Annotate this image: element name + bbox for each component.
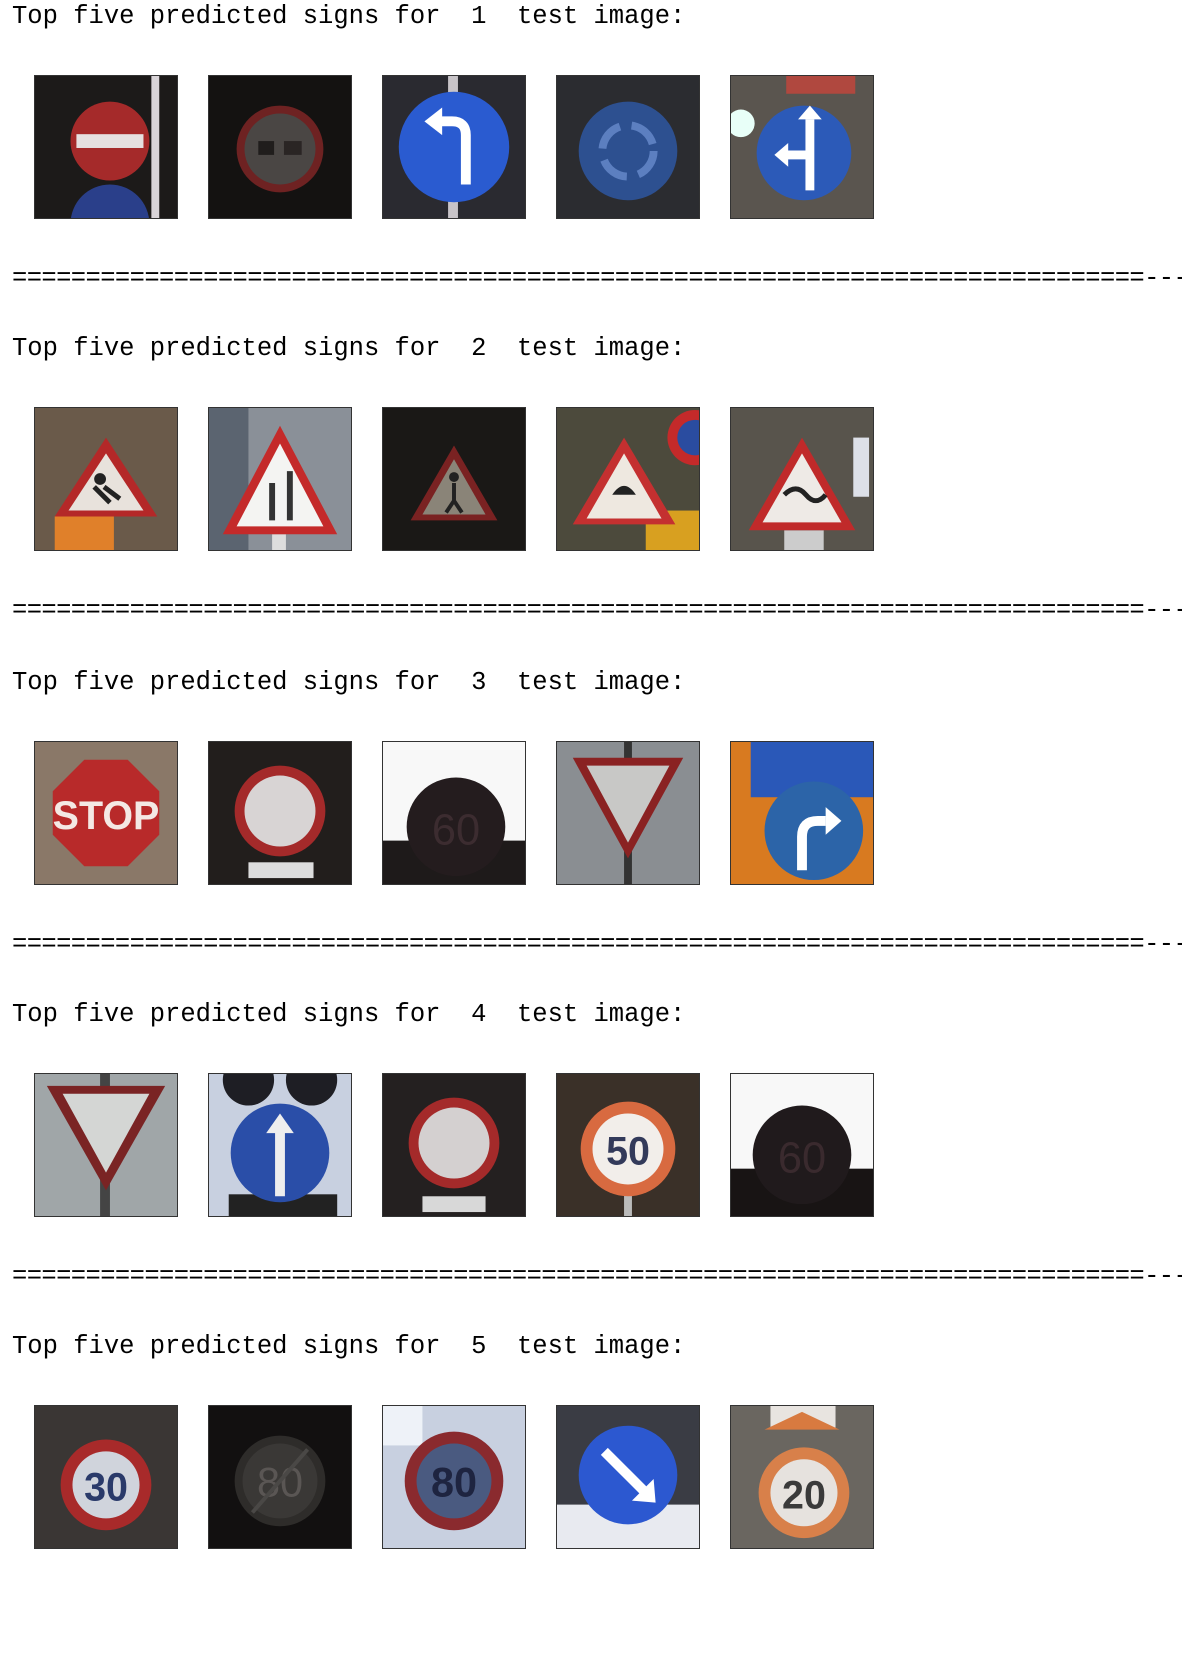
- sign-text: 50: [606, 1130, 650, 1174]
- thumbnail: 60: [382, 741, 526, 885]
- road-narrows-sign-icon: [209, 408, 338, 550]
- thumbnail: [382, 1073, 526, 1217]
- end-of-speed-limit-sign-icon: 80: [234, 1435, 326, 1527]
- speed-limit-sign-icon: 50: [580, 1101, 676, 1216]
- sign-text: 80: [431, 1460, 477, 1506]
- thumbnail: [382, 407, 526, 551]
- separator-line: ========================================…: [12, 1262, 1182, 1291]
- prediction-heading: Top five predicted signs for 3 test imag…: [12, 668, 686, 697]
- thumbnail: 30: [34, 1405, 178, 1549]
- ahead-only-sign-icon: [222, 1074, 338, 1216]
- speed-limit-sign-icon: 20: [758, 1406, 850, 1539]
- thumbnail: [34, 1073, 178, 1217]
- thumbnail: [208, 1073, 352, 1217]
- thumbnail: [34, 75, 178, 219]
- turn-right-ahead-sign-icon: [750, 742, 873, 881]
- prediction-heading: Top five predicted signs for 5 test imag…: [12, 1332, 686, 1361]
- road-work-sign-icon: [572, 409, 699, 550]
- speed-limit-sign-icon: 60: [731, 1105, 873, 1216]
- yield-sign-icon: [572, 742, 684, 884]
- thumbnail: [556, 407, 700, 551]
- thumbnail: [208, 741, 352, 885]
- thumbnail: [556, 75, 700, 219]
- no-vehicles-sign-icon: [408, 1097, 500, 1213]
- separator-line: ========================================…: [12, 264, 1182, 293]
- sign-text: 30: [84, 1466, 128, 1510]
- turn-left-ahead-sign-icon: [398, 76, 510, 218]
- thumbnail: [382, 75, 526, 219]
- sign-text: 20: [782, 1474, 826, 1518]
- prediction-heading: Top five predicted signs for 1 test imag…: [12, 2, 686, 31]
- thumbnail: [208, 75, 352, 219]
- road-work-sign-icon: [54, 437, 158, 550]
- no-vehicles-sign-icon: [234, 765, 326, 879]
- thumbnail: [730, 407, 874, 551]
- no-passing-trucks-sign-icon: [236, 105, 324, 193]
- thumbnail: [730, 75, 874, 219]
- prediction-block-5: Top five predicted signs for 5 test imag…: [0, 1330, 1182, 1662]
- speed-limit-sign-icon: 80: [383, 1406, 504, 1531]
- thumbnail: 50: [556, 1073, 700, 1217]
- thumbnail: 80: [208, 1405, 352, 1549]
- speed-limit-sign-icon: 60: [383, 777, 525, 884]
- sign-text: STOP: [53, 794, 160, 838]
- separator-line: ========================================…: [12, 930, 1182, 959]
- thumbnail: 20: [730, 1405, 874, 1549]
- prediction-block-3: Top five predicted signs for 3 test imag…: [0, 666, 1182, 998]
- prediction-block-4: Top five predicted signs for 4 test imag…: [0, 998, 1182, 1330]
- speed-limit-sign-icon: 30: [60, 1439, 152, 1531]
- roundabout-sign-icon: [578, 101, 678, 201]
- pedestrians-sign-icon: [410, 445, 498, 521]
- sign-text: 60: [778, 1135, 826, 1183]
- prediction-heading: Top five predicted signs for 2 test imag…: [12, 334, 686, 363]
- thumbnail: [556, 741, 700, 885]
- slippery-road-sign-icon: [748, 437, 870, 550]
- thumbnail: [208, 407, 352, 551]
- thumbnail: 60: [730, 1073, 874, 1217]
- keep-right-sign-icon: [557, 1425, 699, 1548]
- no-entry-sign-icon: [70, 76, 160, 218]
- thumbnail: [556, 1405, 700, 1549]
- prediction-block-1: Top five predicted signs for 1 test imag…: [0, 0, 1182, 332]
- prediction-block-2: Top five predicted signs for 2 test imag…: [0, 332, 1182, 664]
- yield-sign-icon: [46, 1074, 166, 1216]
- go-straight-or-left-sign-icon: [731, 76, 856, 201]
- prediction-heading: Top five predicted signs for 4 test imag…: [12, 1000, 686, 1029]
- thumbnail: 80: [382, 1405, 526, 1549]
- thumbnail: [34, 407, 178, 551]
- thumbnail: [730, 741, 874, 885]
- stop-sign-icon: STOP: [53, 759, 160, 867]
- thumbnail: STOP: [34, 741, 178, 885]
- sign-text: 60: [432, 807, 480, 855]
- separator-line: ========================================…: [12, 596, 1182, 625]
